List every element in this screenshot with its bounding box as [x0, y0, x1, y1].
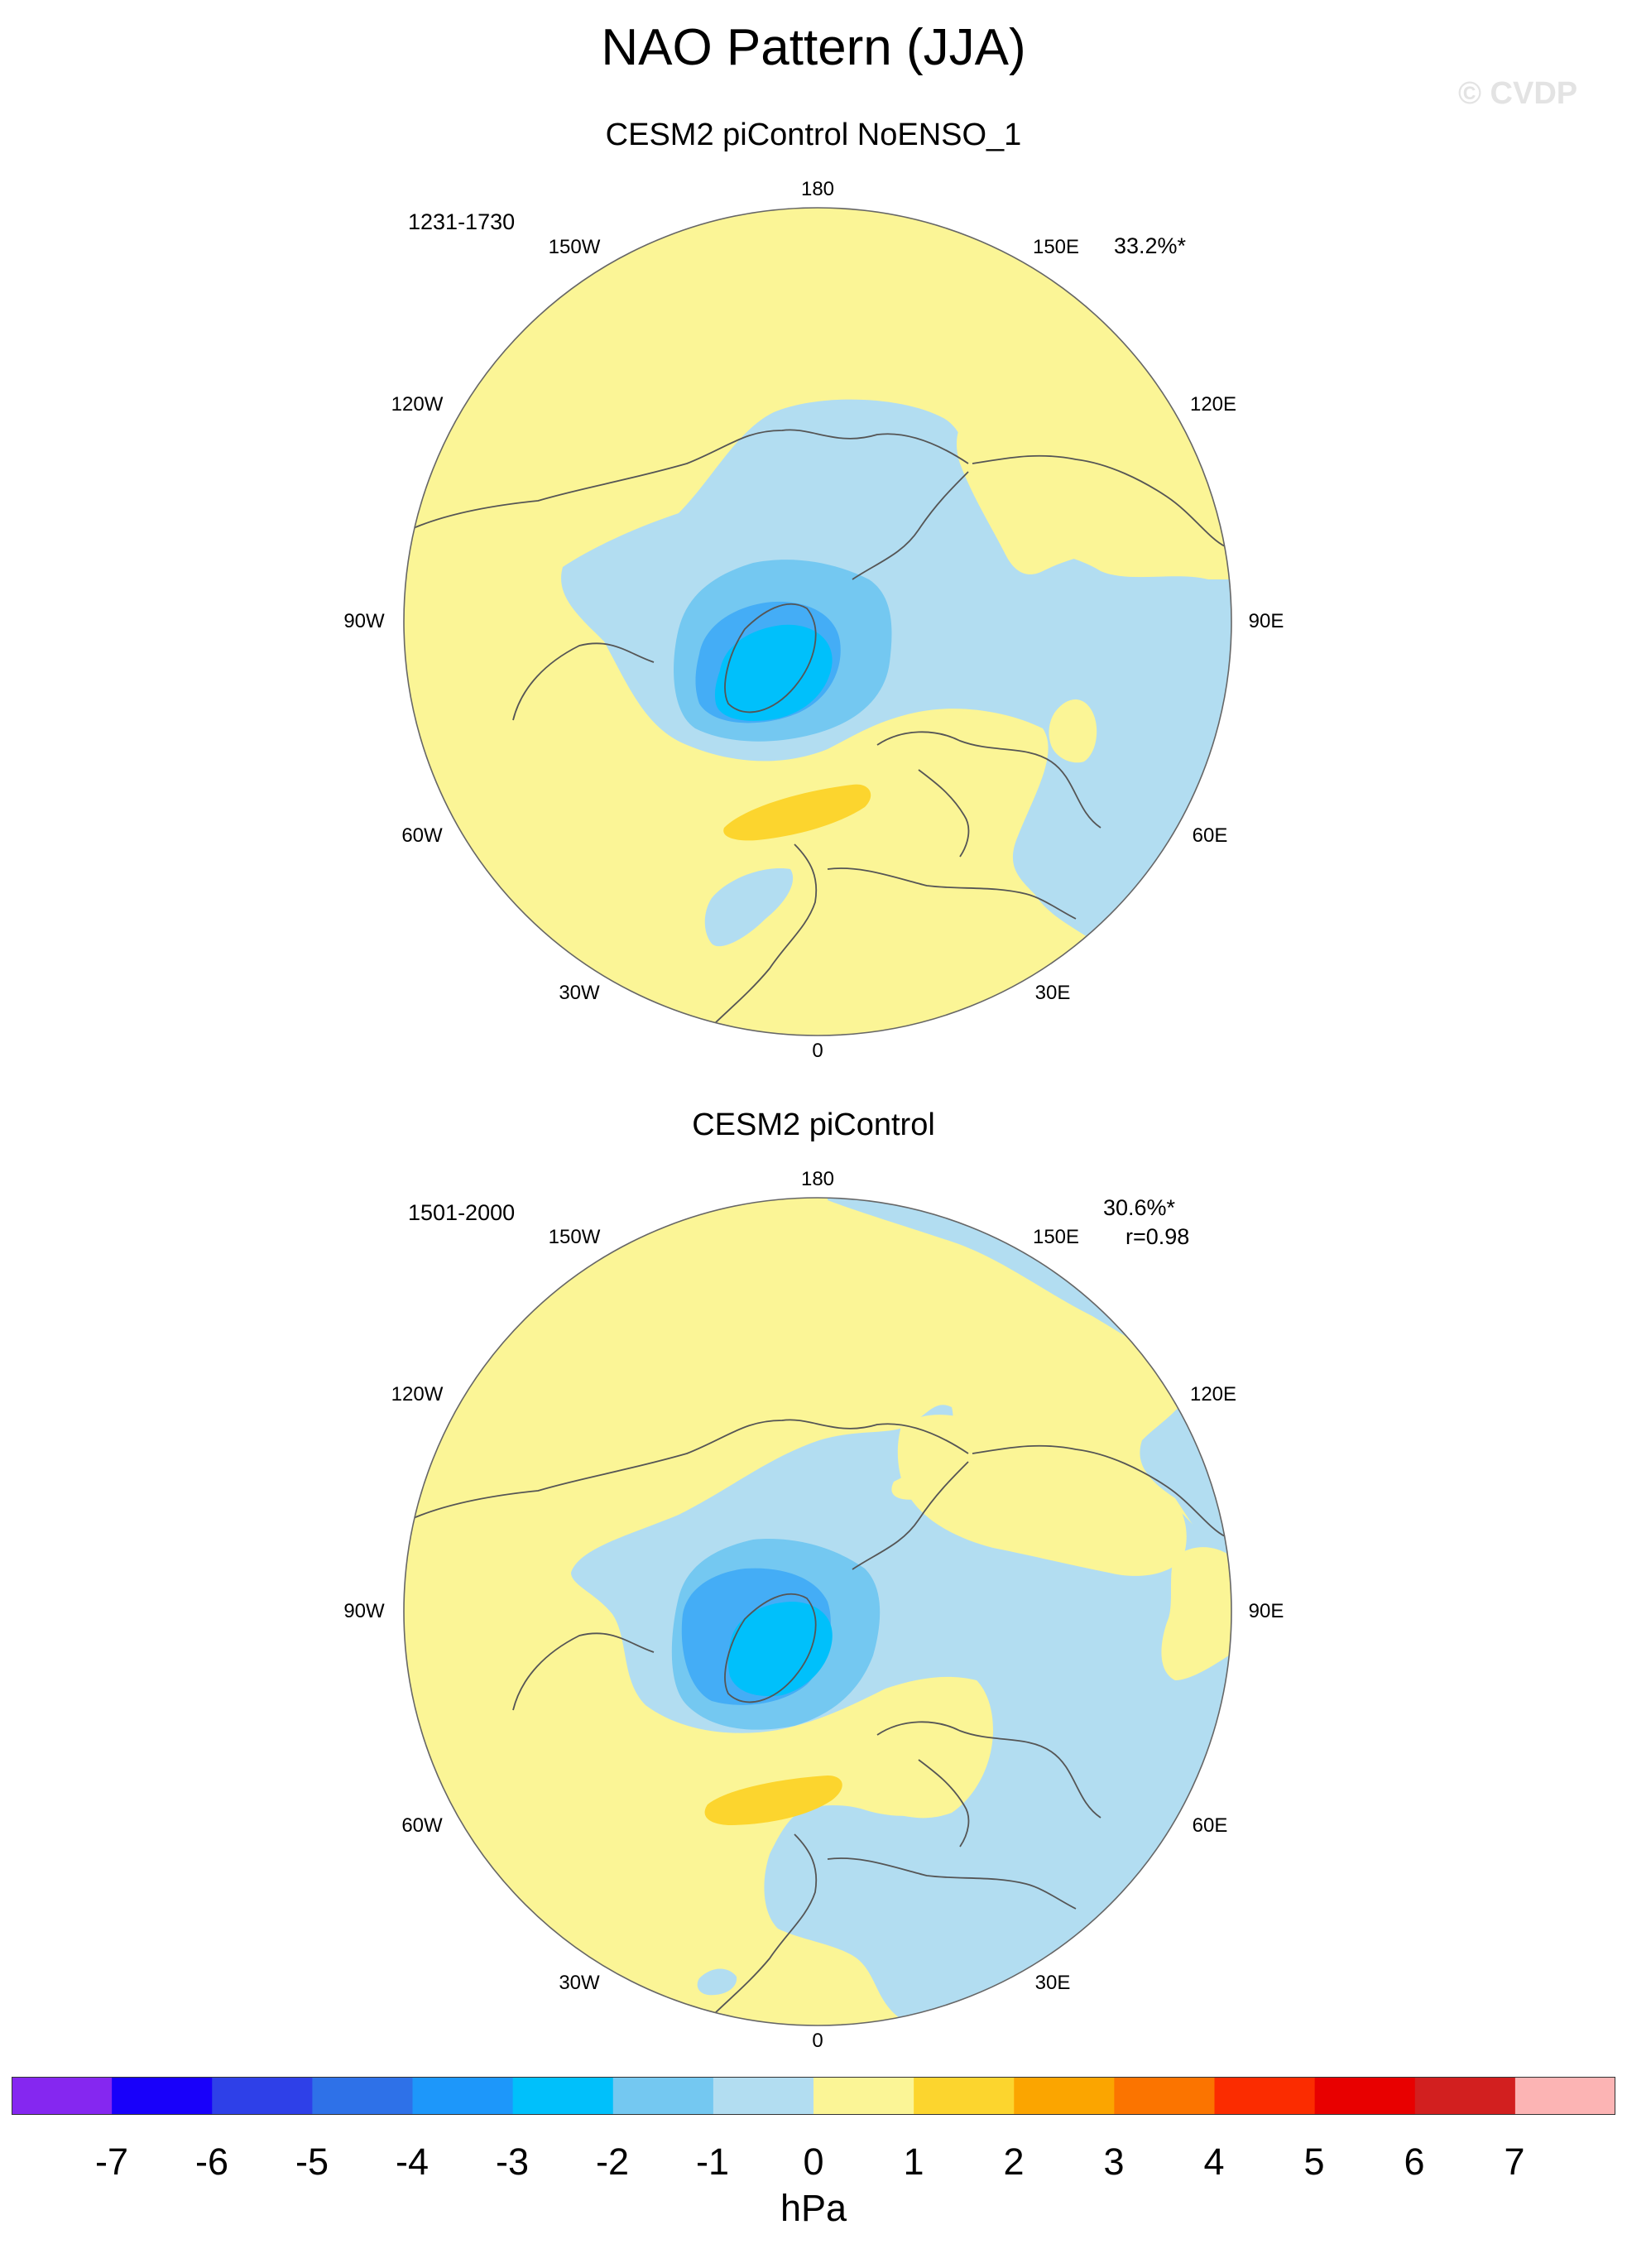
colorbar-label-10: 3	[1103, 2141, 1125, 2183]
panel-2-lon-label-6: 0	[812, 2030, 823, 2052]
panel-1-years: 1231-1730	[408, 209, 516, 234]
panel-1-lon-label-4: 60E	[1192, 824, 1228, 847]
panel-1-lon-label-3: 90E	[1248, 610, 1284, 632]
colorbar-label-9: 2	[1003, 2141, 1025, 2183]
panel-1-contour-neg1-south	[704, 868, 794, 947]
panel-2-contour-pos0-east	[1161, 1547, 1231, 1680]
panel-2-map-boundary	[403, 1197, 1232, 2026]
colorbar-box-6	[612, 2077, 714, 2115]
colorbar-box-9	[914, 2077, 1015, 2115]
panel-2-contour-neg1-sw	[697, 1968, 737, 1996]
cvdp-watermark: © CVDP	[1458, 76, 1578, 111]
colorbar-box-1	[112, 2077, 213, 2115]
panel-1-map-boundary	[403, 207, 1232, 1036]
panel-1-lon-label-7: 30W	[559, 982, 600, 1004]
panel-1-lon-label-6: 0	[812, 1040, 823, 1062]
panel-2-coastlines	[409, 1419, 1226, 2017]
colorbar-label-7: 0	[803, 2141, 824, 2183]
panel-1-contour-pos0-asia	[956, 414, 1184, 574]
colorbar-label-6: -1	[695, 2141, 730, 2183]
panel-1-coastlines	[409, 429, 1226, 1027]
colorbar-box-13	[1314, 2077, 1416, 2115]
panel-2-lon-label-2: 120E	[1189, 1383, 1237, 1405]
panel-1-lon-label-2: 120E	[1189, 393, 1237, 416]
colorbar-box-8	[814, 2077, 914, 2115]
panel-2-lon-label-11: 150W	[548, 1226, 601, 1248]
panel-2-lon-label-10: 120W	[391, 1383, 444, 1405]
panel-2-correlation: r=0.98	[1125, 1224, 1190, 1249]
colorbar-label-5: -2	[595, 2141, 630, 2183]
panel-1-lon-label-0: 180	[800, 178, 835, 200]
panel-2-lon-label-1: 150E	[1032, 1226, 1080, 1248]
panel-1-lon-label-8: 60W	[401, 824, 443, 847]
colorbar-box-7	[713, 2077, 814, 2115]
panel-2-lon-label-8: 60W	[401, 1814, 443, 1837]
colorbar-label-8: 1	[903, 2141, 924, 2183]
colorbar-label-12: 5	[1303, 2141, 1325, 2183]
colorbar-label-13: 6	[1404, 2141, 1425, 2183]
panel-1-polar-map	[403, 207, 1232, 1036]
colorbar-box-4	[412, 2077, 514, 2115]
panel-1-contour-neg4	[714, 624, 833, 721]
panel-1-lon-label-9: 90W	[343, 610, 385, 632]
panel-2-years: 1501-2000	[408, 1200, 516, 1225]
colorbar-box-11	[1114, 2077, 1216, 2115]
colorbar-units: hPa	[780, 2187, 847, 2229]
colorbar-box-2	[212, 2077, 313, 2115]
panel-2-lon-label-7: 30W	[559, 1972, 600, 1994]
panel-2-lon-label-3: 90E	[1248, 1600, 1284, 1622]
main-title: NAO Pattern (JJA)	[601, 19, 1026, 76]
panel-2-lon-label-9: 90W	[343, 1600, 385, 1622]
colorbar-box-5	[512, 2077, 614, 2115]
colorbar-label-2: -5	[295, 2141, 329, 2183]
colorbar-label-1: -6	[194, 2141, 229, 2183]
panel-1-lon-label-11: 150W	[548, 236, 601, 258]
panel-1-contour-neg1	[561, 399, 1231, 952]
colorbar-box-3	[312, 2077, 414, 2115]
colorbar-box-10	[1014, 2077, 1115, 2115]
colorbar-label-11: 4	[1203, 2141, 1225, 2183]
panel-2-polar-map	[403, 1197, 1232, 2026]
colorbar-label-0: -7	[94, 2141, 129, 2183]
panel-2-contour-pos0-asia	[897, 1415, 1187, 1576]
colorbar-box-14	[1414, 2077, 1516, 2115]
colorbar-box-15	[1514, 2077, 1615, 2115]
colorbar-box-12	[1214, 2077, 1316, 2115]
colorbar-label-4: -3	[495, 2141, 530, 2183]
colorbar	[12, 2077, 1615, 2115]
panel-2-percent: 30.6%*	[1103, 1195, 1176, 1220]
panel-1-lon-label-1: 150E	[1032, 236, 1080, 258]
panel-2-title: CESM2 piControl	[692, 1108, 935, 1142]
panel-2-lon-label-5: 30E	[1034, 1972, 1071, 1994]
panel-1-contour-pos0-island	[1049, 699, 1097, 763]
panel-2-lon-label-0: 180	[800, 1168, 835, 1190]
panel-1-contour-pos2	[723, 784, 871, 841]
panel-1-title: CESM2 piControl NoENSO_1	[605, 118, 1022, 152]
panel-2-contour-pos2	[704, 1775, 842, 1825]
colorbar-label-14: 7	[1504, 2141, 1525, 2183]
colorbar-box-0	[12, 2077, 113, 2115]
panel-1-percent: 33.2%*	[1114, 233, 1187, 258]
colorbar-label-3: -4	[395, 2141, 430, 2183]
panel-1-lon-label-5: 30E	[1034, 982, 1071, 1004]
panel-1-lon-label-10: 120W	[391, 393, 444, 416]
panel-2-lon-label-4: 60E	[1192, 1814, 1228, 1837]
panel-2-contour-neg4	[727, 1602, 833, 1697]
